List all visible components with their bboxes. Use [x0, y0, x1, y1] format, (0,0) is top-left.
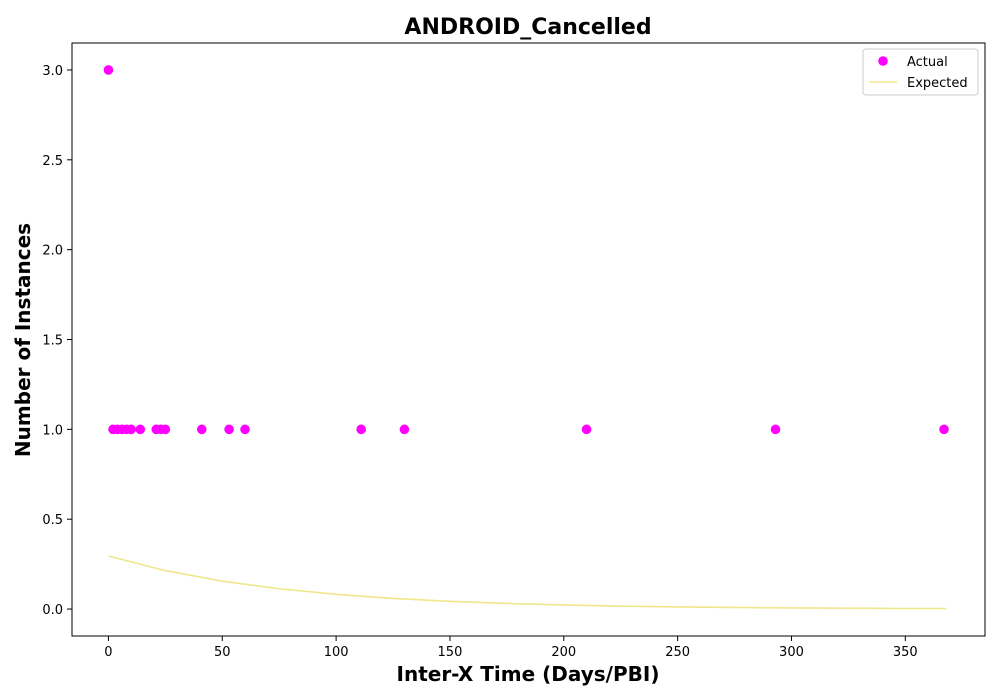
x-tick-label: 250 — [665, 645, 690, 660]
expected-line — [108, 555, 947, 610]
legend-marker-actual — [878, 56, 888, 66]
actual-point — [135, 424, 146, 435]
plot-frame — [71, 42, 986, 637]
y-tick-label: 0.5 — [42, 513, 63, 528]
actual-point — [160, 424, 171, 435]
actual-point — [224, 424, 234, 435]
x-tick-label: 300 — [779, 645, 804, 660]
y-tick-label: 2.5 — [42, 154, 63, 169]
legend-label: Actual — [907, 55, 948, 70]
x-axis-label: Inter-X Time (Days/PBI) — [397, 662, 660, 686]
y-tick-label: 1.0 — [42, 423, 63, 438]
y-axis: 0.0 0.5 1.0 1.5 2.0 2.5 3.0 — [42, 64, 72, 618]
chart-title: ANDROID_Cancelled — [404, 15, 651, 40]
actual-point — [103, 65, 114, 75]
x-tick-label: 150 — [438, 645, 463, 660]
actual-point — [770, 424, 781, 435]
y-axis-label: Number of Instances — [11, 223, 35, 457]
actual-point — [240, 424, 250, 435]
actual-point — [126, 424, 136, 435]
y-tick-label: 3.0 — [42, 64, 63, 79]
y-tick-label: 0.0 — [42, 603, 63, 618]
y-tick-label: 1.5 — [42, 334, 63, 349]
x-tick-label: 0 — [104, 645, 112, 660]
actual-point — [939, 424, 949, 435]
x-tick-label: 100 — [324, 645, 349, 660]
actual-point — [399, 424, 410, 435]
y-tick-label: 2.0 — [42, 244, 63, 259]
legend-box — [862, 48, 979, 96]
x-tick-label: 50 — [214, 645, 231, 660]
x-tick-label: 350 — [893, 645, 918, 660]
plot-area — [103, 65, 949, 610]
actual-point — [581, 424, 592, 435]
x-tick-label: 200 — [551, 645, 576, 660]
legend-label: Expected — [907, 76, 968, 91]
x-axis: 0 50 100 150 200 250 300 350 — [104, 636, 918, 660]
legend: Actual Expected — [862, 48, 979, 96]
actual-point — [196, 424, 207, 435]
actual-point — [356, 424, 366, 435]
